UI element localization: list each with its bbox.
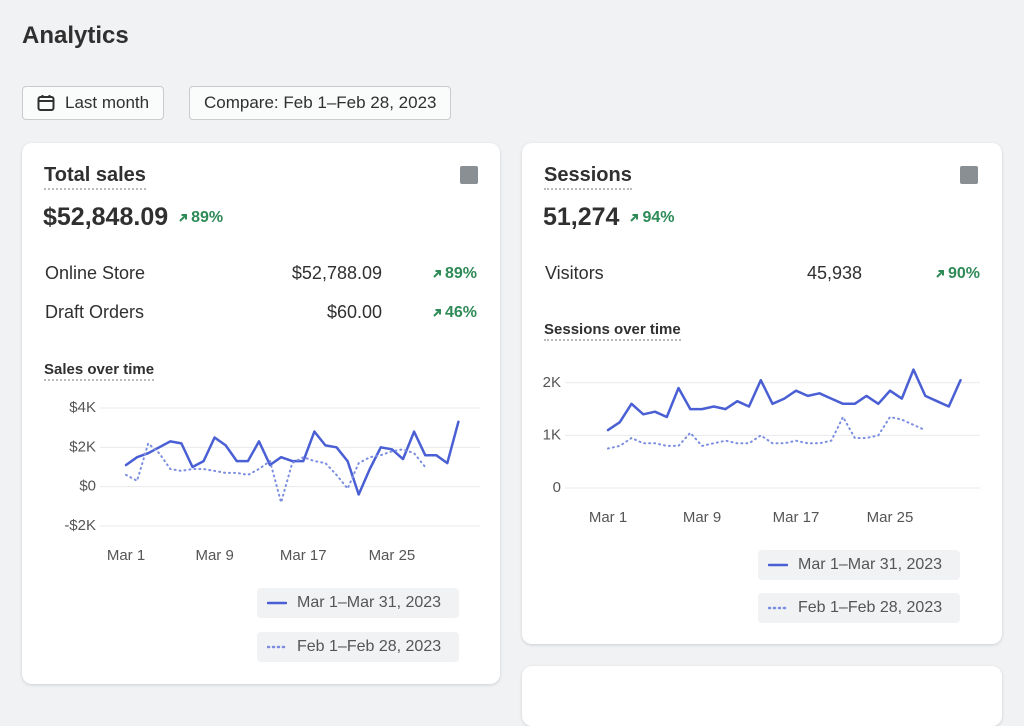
change-indicator: 90%	[935, 265, 980, 283]
legend-label: Mar 1–Mar 31, 2023	[798, 556, 943, 573]
legend-item: Feb 1–Feb 28, 2023	[758, 593, 960, 623]
up-arrow	[936, 270, 944, 278]
change-indicator: 94%	[629, 208, 675, 227]
total-value: $52,848.09	[43, 203, 169, 231]
legend-item: Mar 1–Mar 31, 2023	[758, 550, 960, 580]
legend-label: Feb 1–Feb 28, 2023	[798, 599, 943, 616]
legend-item: Feb 1–Feb 28, 2023	[257, 632, 459, 662]
chart: $4K $2K $0 -$2K Mar 1 Mar 9 Mar 17 Mar 25	[64, 399, 480, 564]
change-indicator: 89%	[178, 209, 223, 227]
breakdown-value: $60.00	[326, 302, 382, 322]
y-tick-label: 1K	[543, 426, 561, 443]
calendar-icon	[37, 95, 55, 111]
total-sales-card: Total sales $52,848.09 89% Online Store $52,…	[22, 143, 500, 684]
x-tick-label: Mar 1	[107, 547, 145, 564]
breakdown-label: Draft Orders	[45, 302, 145, 322]
card-total: 51,274 94%	[543, 203, 675, 232]
x-tick-label: Mar 9	[195, 547, 233, 564]
page: Analytics Last month Compare: Feb 1–Feb …	[22, 22, 1002, 726]
series-line	[606, 368, 962, 432]
legend-swatch	[267, 601, 287, 605]
change-value: 89%	[191, 208, 224, 226]
x-tick-label: Mar 17	[280, 547, 327, 564]
change-indicator: 46%	[432, 304, 477, 322]
up-arrow	[433, 270, 441, 278]
change-indicator: 89%	[432, 265, 477, 283]
card-total: $52,848.09 89%	[43, 203, 223, 232]
change-value: 90%	[947, 265, 980, 282]
x-tick-label: Mar 25	[867, 509, 914, 526]
y-tick-label: -$2K	[64, 517, 96, 534]
chart-title: Sessions over time	[544, 321, 681, 341]
change-value: 46%	[444, 304, 477, 321]
next-card	[522, 666, 1002, 726]
date-range-label: Last month	[65, 93, 150, 112]
date-range-button[interactable]: Last month	[22, 86, 165, 120]
legend-swatch	[768, 563, 788, 567]
chart-title: Sales over time	[44, 361, 155, 381]
series-line	[125, 442, 427, 504]
page-title: Analytics	[22, 22, 129, 49]
legend-swatch	[768, 606, 788, 610]
breakdown-label: Online Store	[45, 263, 146, 283]
compare-label: Compare: Feb 1–Feb 28, 2023	[204, 93, 437, 112]
legend-swatch	[267, 645, 287, 649]
x-tick-label: Mar 1	[589, 509, 627, 526]
breakdown-label: Visitors	[545, 263, 604, 283]
chart: 2K 1K 0 Mar 1 Mar 9 Mar 17 Mar 25	[543, 368, 980, 526]
legend-item: Mar 1–Mar 31, 2023	[257, 588, 459, 618]
y-tick-label: 0	[553, 479, 561, 496]
change-value: 89%	[444, 265, 477, 282]
y-tick-label: $2K	[69, 438, 96, 455]
series-line	[124, 420, 460, 496]
total-value: 51,274	[543, 203, 620, 231]
breakdown-value: 45,938	[806, 263, 862, 283]
legend-label: Mar 1–Mar 31, 2023	[297, 594, 442, 611]
card-title: Sessions	[544, 164, 632, 190]
chart-icon	[460, 166, 478, 184]
up-arrow	[433, 309, 441, 317]
x-tick-label: Mar 25	[369, 547, 416, 564]
y-tick-label: 2K	[543, 374, 561, 391]
y-tick-label: $4K	[69, 399, 96, 416]
y-tick-label: $0	[79, 478, 96, 495]
up-arrow	[179, 213, 188, 222]
card-title: Total sales	[44, 164, 146, 190]
change-value: 94%	[642, 208, 675, 226]
series-line	[607, 416, 927, 450]
sessions-card: Sessions 51,274 94% Visitors 45,938 90% Sessio…	[522, 143, 1002, 644]
legend-label: Feb 1–Feb 28, 2023	[297, 638, 442, 655]
chart-icon	[960, 166, 978, 184]
x-tick-label: Mar 9	[683, 509, 721, 526]
breakdown-value: $52,788.09	[291, 263, 382, 283]
up-arrow	[630, 213, 639, 222]
x-tick-label: Mar 17	[773, 509, 820, 526]
compare-button[interactable]: Compare: Feb 1–Feb 28, 2023	[189, 86, 452, 120]
